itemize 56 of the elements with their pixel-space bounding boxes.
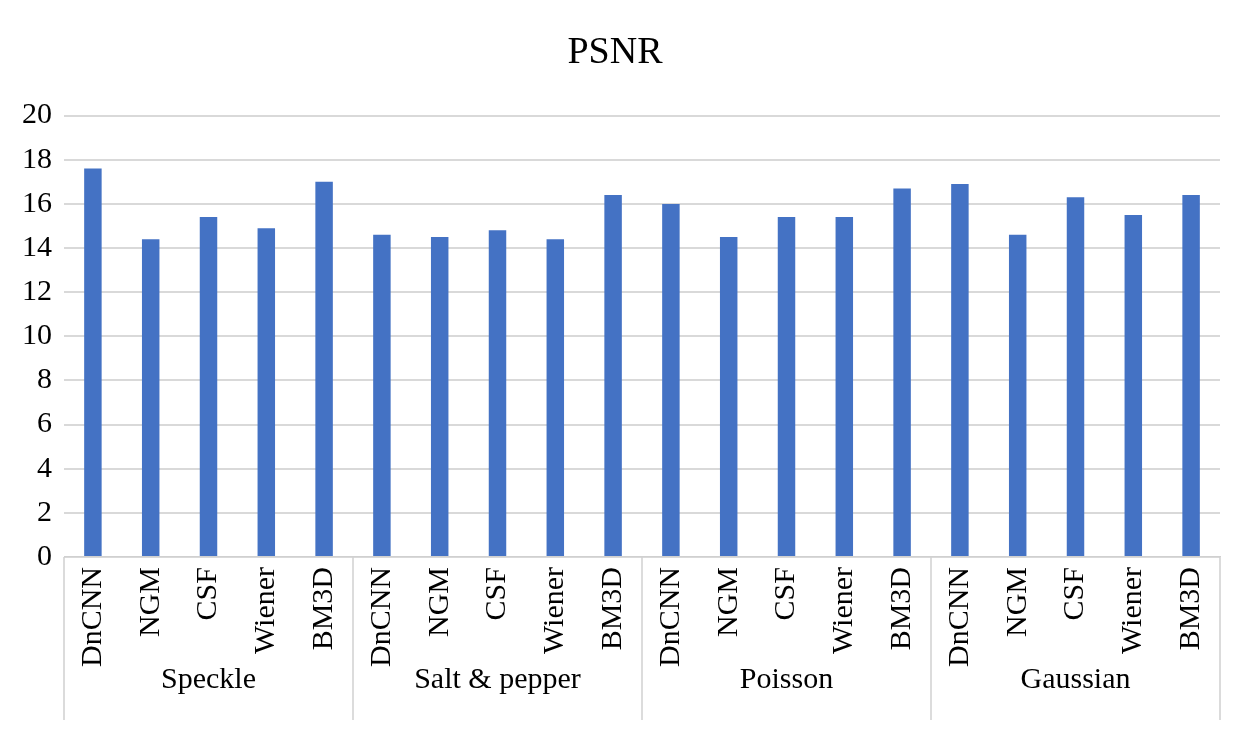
bar (257, 228, 276, 556)
bar (1066, 197, 1085, 556)
text: Salt & pepper (414, 660, 581, 694)
x-tick-label: CSF (1056, 567, 1090, 621)
bar (84, 168, 102, 556)
x-tick-label: CSF (767, 567, 801, 621)
y-tick-label: 16 (22, 184, 52, 218)
x-tick-label: BM3D (304, 567, 338, 651)
bar (951, 184, 969, 556)
x-tick-label: DnCNN (73, 567, 107, 668)
x-tick-label: BM3D (593, 567, 627, 651)
x-tick-label: NGM (998, 567, 1032, 638)
y-tick-label: 0 (37, 537, 52, 571)
x-tick-label: DnCNN (940, 567, 974, 668)
y-tick-label: 2 (37, 493, 52, 527)
y-tick-label: 18 (22, 140, 52, 174)
bar (835, 217, 854, 556)
x-tick-label: NGM (420, 567, 454, 638)
text: Speckle (161, 660, 256, 694)
bar (546, 239, 565, 556)
bar (1124, 214, 1143, 556)
x-tick-label: NGM (709, 567, 743, 638)
bar (893, 188, 911, 556)
text: Poisson (739, 660, 834, 694)
x-tick-label: CSF (478, 567, 512, 621)
bar (719, 236, 738, 556)
y-tick-label: 12 (22, 273, 52, 307)
bar (604, 195, 622, 556)
x-tick-label: Wiener (825, 566, 859, 655)
bar (1182, 195, 1200, 556)
y-tick-label: 8 (37, 361, 52, 395)
bar (199, 217, 218, 556)
x-tick-label: NGM (131, 567, 165, 638)
bar (662, 203, 680, 556)
x-tick-label: Wiener (536, 566, 570, 655)
chart-title: PSNR (567, 28, 664, 71)
x-tick-label: CSF (189, 567, 223, 621)
x-tick-label: BM3D (882, 567, 916, 651)
x-tick-label: Wiener (1114, 566, 1148, 655)
bar (141, 239, 160, 556)
x-tick-label: BM3D (1171, 567, 1205, 651)
y-tick-label: 14 (22, 228, 52, 262)
y-tick-label: 6 (37, 405, 52, 439)
bar (488, 230, 507, 556)
bar (373, 234, 391, 556)
y-tick-label: 4 (37, 449, 52, 483)
bar (430, 236, 449, 556)
y-tick-label: 20 (22, 96, 52, 130)
y-tick-label: 10 (22, 317, 52, 351)
bar (1008, 234, 1027, 556)
x-tick-label: DnCNN (362, 567, 396, 668)
bar (777, 217, 796, 556)
text: Gaussian (1020, 660, 1131, 694)
bar (315, 181, 333, 556)
x-tick-label: Wiener (247, 566, 281, 655)
x-tick-label: DnCNN (651, 567, 685, 668)
